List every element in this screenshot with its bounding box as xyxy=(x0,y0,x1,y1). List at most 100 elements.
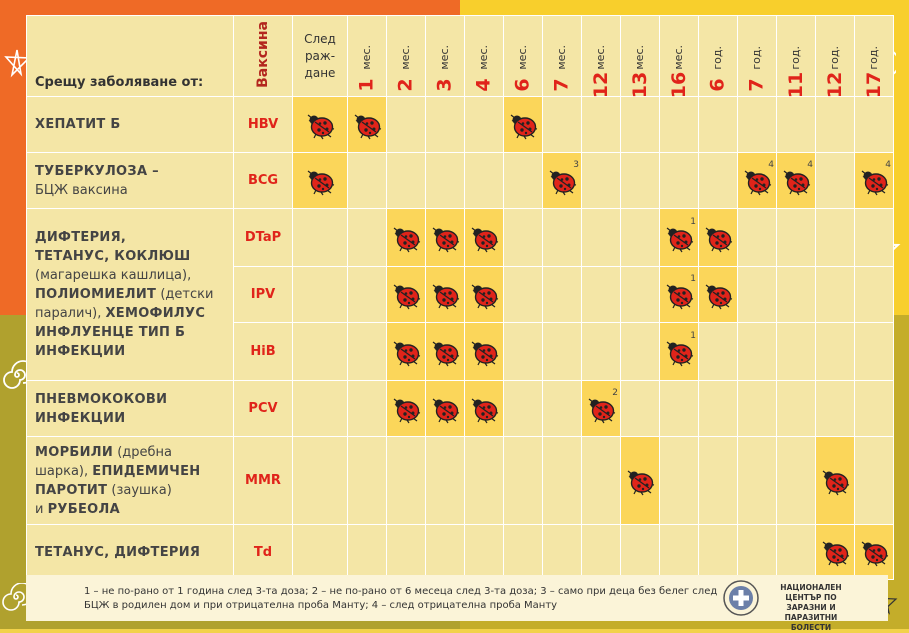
schedule-cell xyxy=(776,436,816,525)
schedule-cell xyxy=(386,152,426,209)
schedule-cell xyxy=(386,208,426,267)
age-number: 4 xyxy=(472,78,495,92)
schedule-cell xyxy=(854,266,894,323)
age-header: 16 мес. xyxy=(659,15,699,98)
vaccine-name: HBV xyxy=(233,96,293,153)
age-header: 13 мес. xyxy=(620,15,660,99)
schedule-cell xyxy=(464,380,504,437)
age-unit: год. xyxy=(828,46,842,70)
age-unit: мес. xyxy=(360,45,374,70)
schedule-cell xyxy=(503,266,543,323)
age-header: 11 год. xyxy=(776,15,816,99)
schedule-cell xyxy=(659,152,699,209)
ladybug-icon: 4 xyxy=(859,160,891,196)
schedule-cell xyxy=(737,380,777,437)
schedule-cell xyxy=(581,96,621,153)
age-number: 7 xyxy=(550,78,573,92)
schedule-cell xyxy=(542,322,582,381)
age-number: 13 xyxy=(628,71,651,99)
ladybug-icon xyxy=(508,110,538,140)
age-unit: мес. xyxy=(594,45,608,70)
disease-label: ТЕТАНУС, ДИФТЕРИЯ xyxy=(26,524,234,580)
footnote-marker: 4 xyxy=(807,159,813,170)
age-header: 2 мес. xyxy=(386,15,426,97)
footnote-marker: 4 xyxy=(768,159,774,170)
schedule-cell xyxy=(503,380,543,437)
vaccine-row: IPV 1 xyxy=(27,266,894,323)
schedule-cell xyxy=(386,96,426,153)
schedule-cell xyxy=(542,208,582,267)
schedule-cell xyxy=(659,96,699,153)
age-header: 6 год. xyxy=(698,15,738,97)
age-header: 6 мес. xyxy=(503,15,543,97)
age-header: 4 мес. xyxy=(464,15,504,97)
schedule-cell xyxy=(698,266,738,323)
birth-label: дане xyxy=(304,65,336,80)
age-number: 6 xyxy=(511,78,534,92)
schedule-cell xyxy=(581,208,621,267)
schedule-cell xyxy=(581,436,621,525)
org-name: НАЦИОНАЛЕН ЦЕНТЪР ПО ЗАРАЗНИ И ПАРАЗИТНИ… xyxy=(780,583,842,632)
age-unit: мес. xyxy=(633,45,647,70)
schedule-cell xyxy=(815,524,855,580)
schedule-cell xyxy=(698,322,738,381)
schedule-cell xyxy=(542,436,582,525)
schedule-cell xyxy=(776,208,816,267)
star-doodle-icon xyxy=(4,49,31,78)
schedule-cell xyxy=(386,524,426,580)
schedule-cell xyxy=(542,96,582,153)
schedule-cell xyxy=(620,208,660,267)
vaccine-name: Td xyxy=(233,524,293,580)
age-number: 12 xyxy=(589,71,612,99)
schedule-cell xyxy=(659,524,699,580)
vaccine-name: IPV xyxy=(233,266,293,323)
schedule-cell xyxy=(698,524,738,580)
disease-label: МОРБИЛИ (дребна шарка), ЕПИДЕМИЧЕН ПАРОТИТ… xyxy=(26,436,234,525)
vaccine-name: HiB xyxy=(233,322,293,381)
schedule-cell xyxy=(347,524,387,580)
schedule-cell xyxy=(581,152,621,209)
vaccine-row: МОРБИЛИ (дребна шарка), ЕПИДЕМИЧЕН ПАРОТИТ… xyxy=(26,436,894,525)
age-number: 12 xyxy=(823,71,846,99)
schedule-cell xyxy=(737,524,777,580)
schedule-cell xyxy=(292,524,348,580)
schedule-cell xyxy=(386,322,426,381)
schedule-cell xyxy=(620,266,660,323)
ladybug-icon xyxy=(391,223,421,253)
schedule-cell xyxy=(815,208,855,267)
schedule-cell xyxy=(503,208,543,267)
birth-label: След xyxy=(304,31,336,46)
vaccine-row: ТУБЕРКУЛОЗА – БЦЖ ваксина BCG 3 4 4 4 xyxy=(26,152,894,209)
ladybug-icon xyxy=(469,394,499,424)
schedule-cell xyxy=(292,208,348,267)
ladybug-icon xyxy=(859,537,889,567)
age-unit: мес. xyxy=(516,45,530,70)
schedule-cell xyxy=(854,524,894,580)
schedule-cell xyxy=(425,208,465,267)
schedule-cell xyxy=(386,380,426,437)
schedule-cell xyxy=(815,266,855,323)
age-number: 3 xyxy=(433,78,456,92)
schedule-cell xyxy=(620,322,660,381)
footnote-marker: 2 xyxy=(612,387,618,398)
schedule-cell xyxy=(776,322,816,381)
age-unit: год. xyxy=(711,46,725,70)
schedule-cell xyxy=(854,380,894,437)
ladybug-icon xyxy=(469,280,499,310)
schedule-cell xyxy=(425,266,465,323)
age-unit: мес. xyxy=(399,45,413,70)
vaccine-name: BCG xyxy=(233,152,293,209)
age-header-birth: След раж-дане xyxy=(292,15,348,97)
ladybug-icon: 1 xyxy=(664,331,696,367)
header-row: Срещу заболяване от: Ваксина След раж-дане 1… xyxy=(26,15,894,99)
schedule-cell xyxy=(464,266,504,323)
footer: 1 – не по-рано от 1 година след 3-та доз… xyxy=(26,575,888,632)
ladybug-icon xyxy=(305,110,335,140)
age-number: 11 xyxy=(784,71,807,99)
schedule-cell xyxy=(292,266,348,323)
schedule-cell xyxy=(698,208,738,267)
schedule-cell xyxy=(620,524,660,580)
schedule-cell xyxy=(698,436,738,525)
org-logo-icon xyxy=(723,580,759,616)
age-number: 2 xyxy=(394,78,417,92)
